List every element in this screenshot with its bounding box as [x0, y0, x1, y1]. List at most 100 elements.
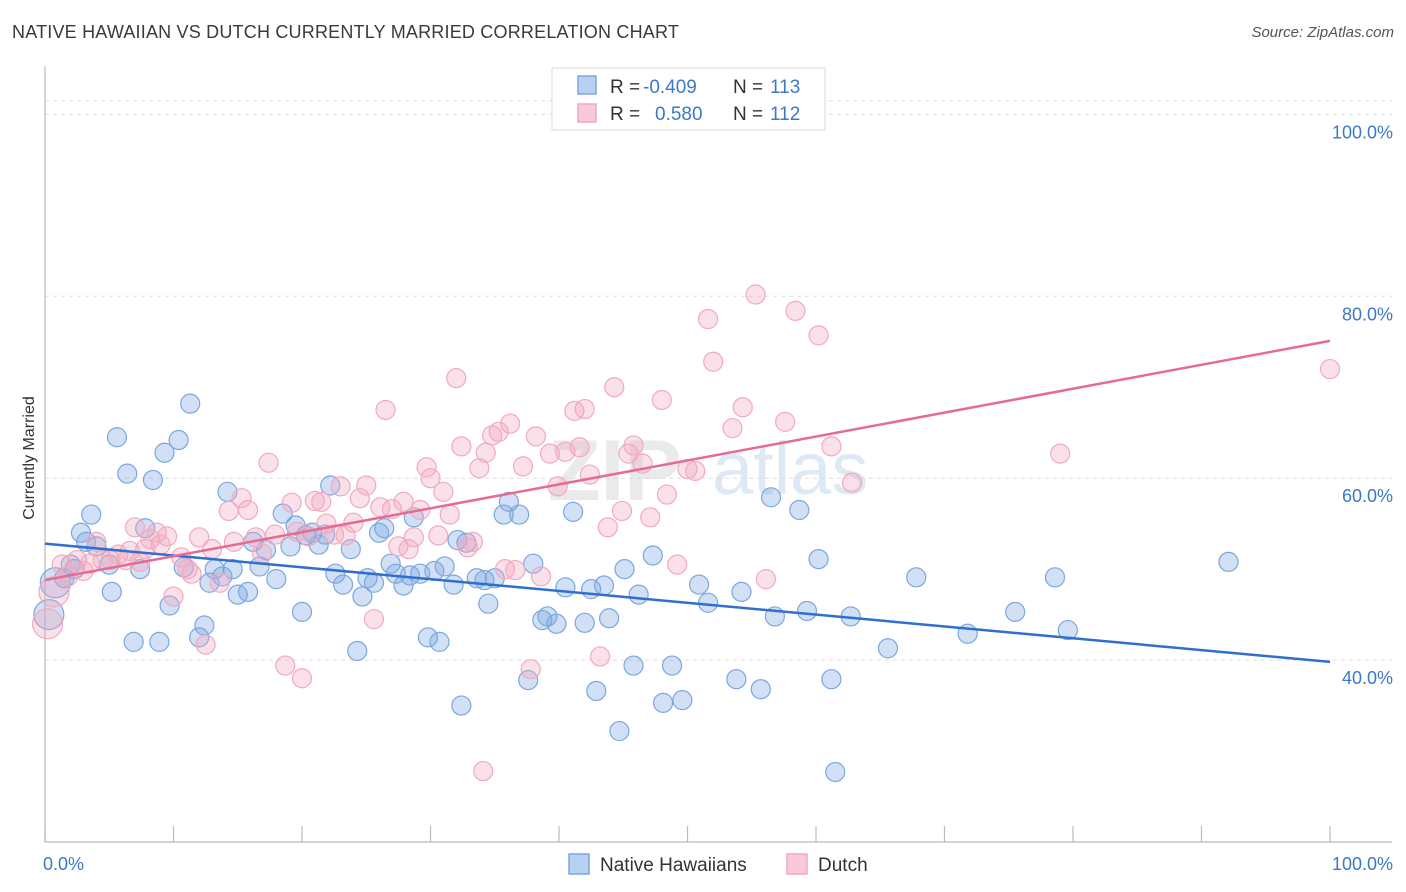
point-dutch-68 — [469, 458, 490, 479]
point-native-hawaiians-13 — [123, 631, 144, 653]
y-tick-label-0: 40.0% — [1342, 668, 1393, 688]
point-dutch-76 — [520, 659, 541, 680]
point-dutch-29 — [223, 531, 244, 552]
point-native-hawaiians-39 — [291, 601, 313, 622]
point-dutch-77 — [525, 426, 546, 447]
point-dutch-62 — [433, 481, 454, 502]
point-dutch-110 — [1050, 443, 1071, 464]
axes — [44, 66, 1392, 843]
point-dutch-101 — [722, 418, 743, 439]
point-dutch-72 — [494, 559, 516, 580]
bottom-legend-label-native-hawaiians: Native Hawaiians — [600, 855, 747, 876]
point-dutch-60 — [420, 468, 441, 489]
point-native-hawaiians-31 — [237, 581, 259, 602]
x-tick-label-1: 100.0% — [1332, 854, 1393, 874]
point-dutch-107 — [808, 325, 829, 346]
point-native-hawaiians-105 — [821, 669, 842, 690]
trend-lines — [44, 339, 1331, 664]
point-dutch-105 — [775, 411, 796, 432]
point-dutch-46 — [335, 525, 356, 546]
point-native-hawaiians-62 — [429, 631, 450, 653]
point-dutch-55 — [393, 491, 414, 512]
point-native-hawaiians-74 — [509, 504, 530, 525]
point-dutch-6 — [79, 553, 101, 574]
point-native-hawaiians-98 — [731, 581, 752, 602]
point-dutch-109 — [841, 472, 863, 493]
legend-r-label-0: R = — [610, 77, 640, 98]
point-native-hawaiians-42 — [308, 534, 329, 555]
point-native-hawaiians-16 — [142, 469, 164, 491]
point-native-hawaiians-53 — [374, 518, 395, 539]
data-points — [31, 284, 1341, 783]
point-native-hawaiians-79 — [546, 613, 567, 634]
point-dutch-69 — [475, 442, 496, 463]
legend-swatch-native-hawaiians — [577, 75, 597, 95]
point-dutch-37 — [281, 492, 302, 513]
point-dutch-23 — [181, 563, 202, 584]
point-dutch-56 — [398, 539, 419, 560]
point-dutch-63 — [439, 504, 460, 525]
point-native-hawaiians-114 — [1218, 551, 1239, 572]
x-tick-label-0: 0.0% — [43, 854, 84, 874]
point-dutch-86 — [590, 646, 611, 667]
legend-r-label-1: R = — [610, 104, 640, 125]
chart-title: NATIVE HAWAIIAN VS DUTCH CURRENTLY MARRI… — [12, 22, 680, 42]
point-native-hawaiians-81 — [563, 501, 584, 522]
point-dutch-89 — [611, 500, 633, 522]
point-native-hawaiians-92 — [652, 692, 674, 713]
point-dutch-99 — [697, 308, 719, 330]
legend-box — [551, 67, 826, 131]
y-tick-labels: 40.0% 60.0% 80.0% 100.0% — [1332, 122, 1393, 688]
point-dutch-70 — [482, 425, 503, 446]
point-dutch-36 — [275, 655, 296, 676]
point-dutch-52 — [375, 399, 396, 421]
point-dutch-111 — [473, 760, 494, 782]
point-dutch-73 — [500, 413, 521, 434]
legend-swatch-dutch — [577, 103, 597, 123]
point-native-hawaiians-97 — [726, 669, 747, 690]
point-dutch-31 — [237, 499, 259, 521]
watermark: ZIP atlas — [548, 423, 868, 519]
legend-n-value-1: 112 — [770, 104, 800, 125]
point-native-hawaiians-100 — [760, 487, 782, 508]
point-dutch-30 — [231, 488, 252, 509]
point-native-hawaiians-72 — [493, 504, 514, 525]
point-dutch-103 — [745, 284, 766, 305]
point-dutch-2 — [51, 554, 72, 575]
bottom-legend-swatch-native-hawaiians — [568, 853, 590, 875]
point-native-hawaiians-29 — [222, 559, 243, 580]
y-axis-label: Currently Married — [21, 396, 38, 520]
bottom-legend-label-dutch: Dutch — [818, 855, 868, 876]
point-native-hawaiians-63 — [434, 556, 455, 577]
trend-line-native-hawaiians — [44, 542, 1331, 664]
point-native-hawaiians-90 — [628, 584, 649, 605]
point-dutch-98 — [685, 460, 706, 482]
point-native-hawaiians-20 — [168, 429, 189, 451]
point-native-hawaiians-24 — [194, 615, 215, 636]
legend-r-value-1: 0.580 — [655, 104, 703, 125]
point-dutch-27 — [209, 572, 230, 593]
point-dutch-1 — [38, 576, 70, 608]
y-tick-label-2: 80.0% — [1342, 304, 1393, 324]
bottom-legend: Native Hawaiians Dutch — [568, 853, 868, 876]
point-native-hawaiians-104 — [808, 549, 829, 570]
point-dutch-59 — [416, 457, 437, 478]
point-native-hawaiians-112 — [1044, 567, 1066, 588]
point-dutch-96 — [667, 554, 688, 575]
point-dutch-25 — [195, 634, 216, 655]
point-dutch-93 — [640, 507, 661, 528]
point-native-hawaiians-18 — [154, 442, 175, 463]
point-native-hawaiians-12 — [117, 463, 138, 484]
point-dutch-112 — [1319, 358, 1341, 380]
point-native-hawaiians-102 — [789, 499, 810, 521]
point-native-hawaiians-35 — [266, 569, 287, 590]
point-dutch-20 — [163, 586, 184, 607]
point-native-hawaiians-66 — [451, 695, 472, 716]
point-native-hawaiians-7 — [81, 504, 102, 525]
legend-n-label-0: N = — [733, 77, 763, 98]
point-native-hawaiians-48 — [347, 640, 368, 662]
point-dutch-106 — [785, 300, 806, 321]
point-native-hawaiians-17 — [149, 631, 170, 653]
point-dutch-39 — [291, 668, 313, 689]
